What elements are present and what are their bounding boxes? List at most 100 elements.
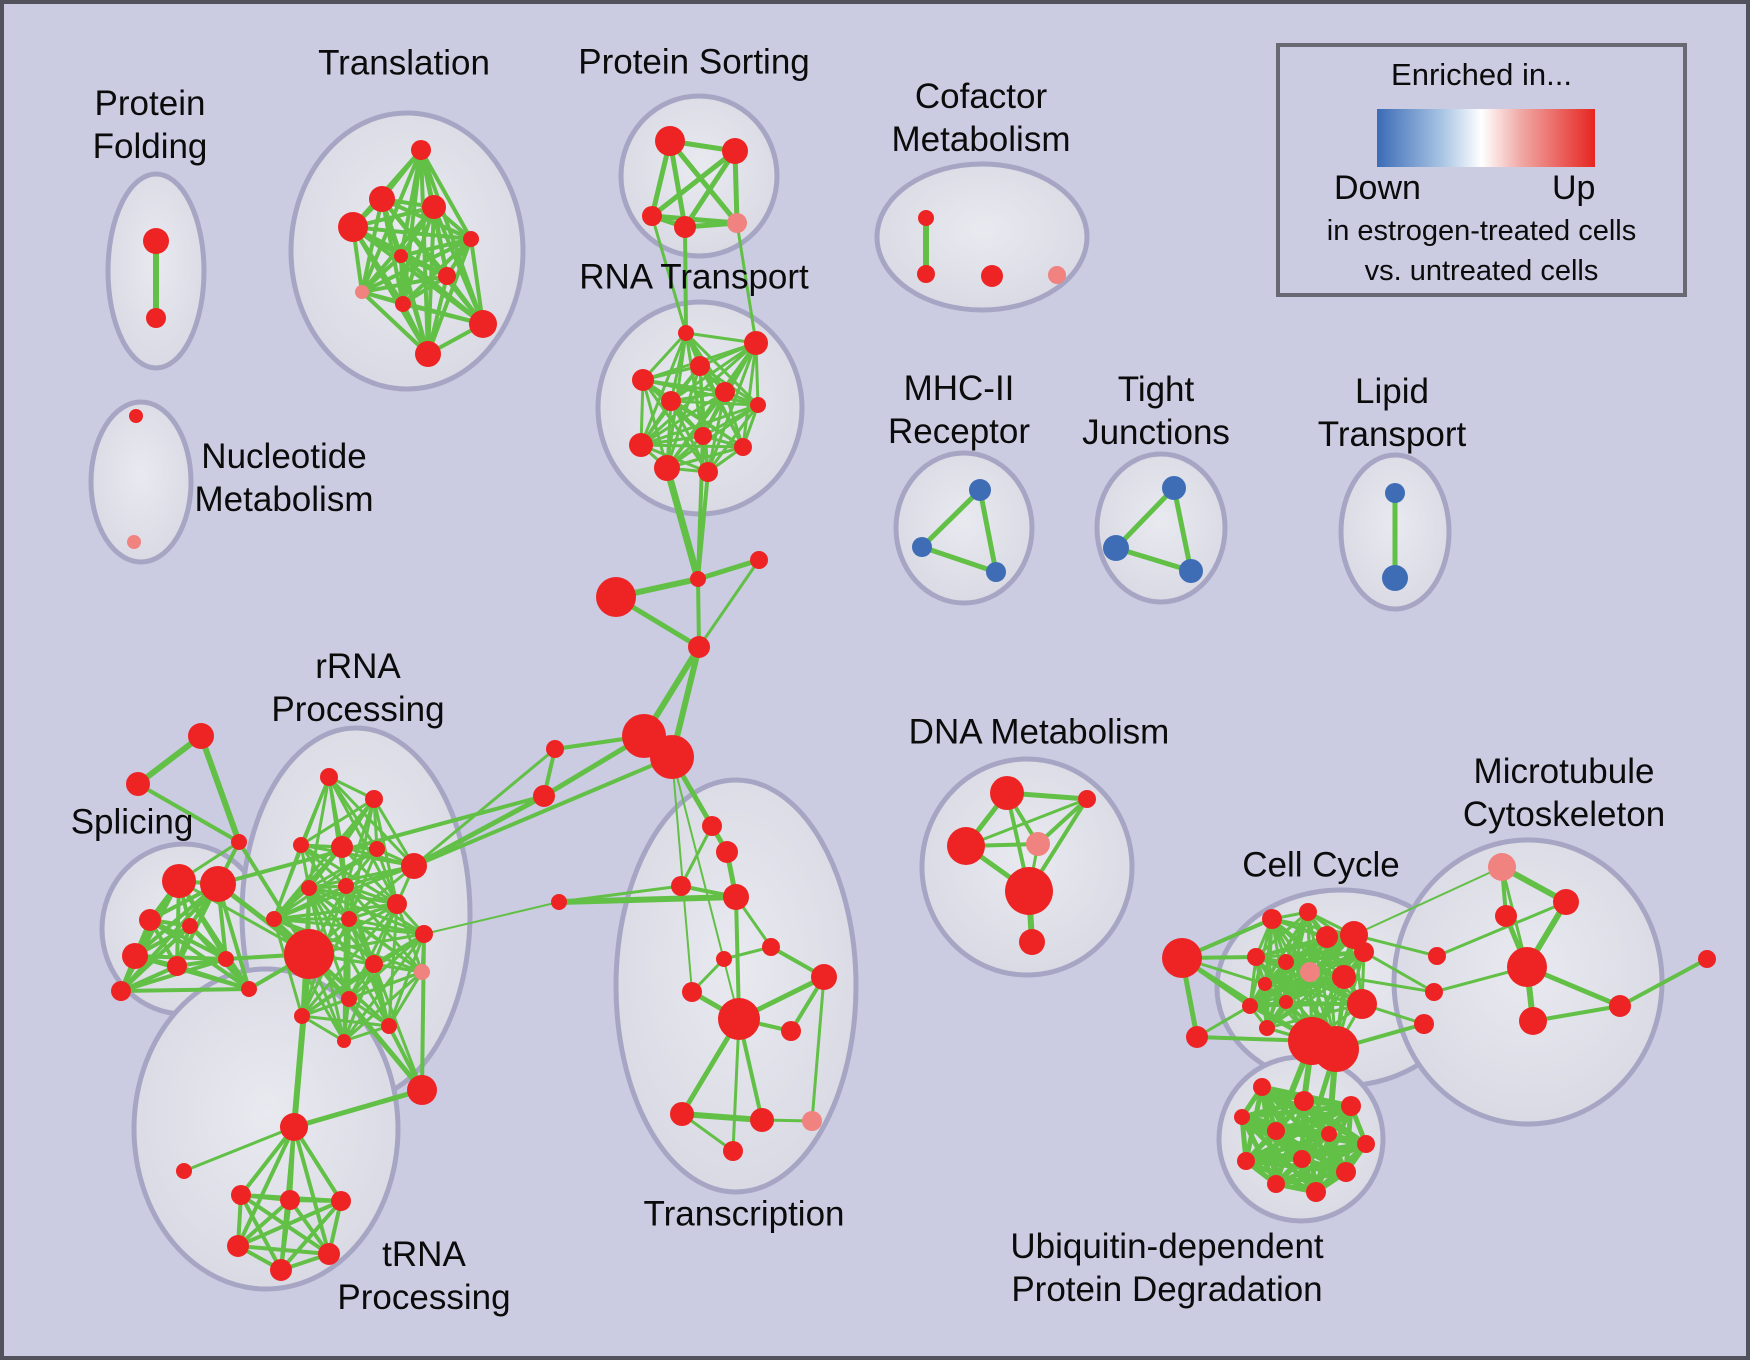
gene-set-node-103[interactable] xyxy=(670,1102,694,1126)
gene-set-node-37[interactable] xyxy=(912,537,932,557)
gene-set-node-59[interactable] xyxy=(122,943,148,969)
gene-set-node-75[interactable] xyxy=(415,925,433,943)
gene-set-node-92[interactable] xyxy=(702,816,722,836)
gene-set-node-80[interactable] xyxy=(294,1008,310,1024)
gene-set-node-58[interactable] xyxy=(182,918,198,934)
gene-set-node-55[interactable] xyxy=(162,864,196,898)
gene-set-node-63[interactable] xyxy=(241,981,257,997)
gene-set-node-49[interactable] xyxy=(650,735,694,779)
gene-set-node-3[interactable] xyxy=(369,186,395,212)
gene-set-node-96[interactable] xyxy=(551,894,567,910)
gene-set-node-33[interactable] xyxy=(734,438,752,456)
gene-set-node-84[interactable] xyxy=(280,1113,308,1141)
gene-set-node-112[interactable] xyxy=(1019,929,1045,955)
gene-set-node-134[interactable] xyxy=(1507,947,1547,987)
gene-set-node-141[interactable] xyxy=(1253,1078,1271,1096)
gene-set-node-2[interactable] xyxy=(411,140,431,160)
gene-set-node-125[interactable] xyxy=(1340,921,1368,949)
gene-set-node-52[interactable] xyxy=(188,723,214,749)
gene-set-node-104[interactable] xyxy=(750,1108,774,1132)
gene-set-node-115[interactable] xyxy=(1262,909,1282,929)
gene-set-node-27[interactable] xyxy=(715,382,735,402)
gene-set-node-127[interactable] xyxy=(1332,965,1356,989)
gene-set-node-19[interactable] xyxy=(917,265,935,283)
gene-set-node-108[interactable] xyxy=(1078,790,1096,808)
gene-set-node-109[interactable] xyxy=(947,827,985,865)
gene-set-node-142[interactable] xyxy=(1294,1091,1314,1111)
gene-set-node-35[interactable] xyxy=(127,535,141,549)
gene-set-node-1[interactable] xyxy=(146,308,166,328)
gene-set-node-57[interactable] xyxy=(139,909,161,931)
gene-set-node-144[interactable] xyxy=(1234,1109,1250,1125)
gene-set-node-15[interactable] xyxy=(642,206,662,226)
gene-set-node-36[interactable] xyxy=(969,479,991,501)
gene-set-node-31[interactable] xyxy=(654,455,680,481)
gene-set-node-5[interactable] xyxy=(338,212,368,242)
gene-set-node-151[interactable] xyxy=(1267,1175,1285,1193)
gene-set-node-140[interactable] xyxy=(1698,950,1716,968)
gene-set-node-121[interactable] xyxy=(1242,998,1258,1014)
gene-set-node-23[interactable] xyxy=(744,331,768,355)
gene-set-node-123[interactable] xyxy=(1259,1020,1275,1036)
gene-set-node-41[interactable] xyxy=(1179,559,1203,583)
gene-set-node-105[interactable] xyxy=(802,1111,822,1131)
gene-set-node-28[interactable] xyxy=(750,397,766,413)
gene-set-node-152[interactable] xyxy=(1306,1182,1326,1202)
gene-set-node-88[interactable] xyxy=(331,1191,351,1211)
gene-set-node-133[interactable] xyxy=(1495,905,1517,927)
gene-set-node-82[interactable] xyxy=(337,1034,351,1048)
gene-set-node-69[interactable] xyxy=(401,853,427,879)
gene-set-node-124[interactable] xyxy=(1316,926,1338,948)
gene-set-node-14[interactable] xyxy=(722,138,748,164)
gene-set-node-40[interactable] xyxy=(1103,535,1129,561)
gene-set-node-68[interactable] xyxy=(369,841,385,857)
gene-set-node-46[interactable] xyxy=(750,551,768,569)
gene-set-node-93[interactable] xyxy=(716,841,738,863)
gene-set-node-18[interactable] xyxy=(918,210,934,226)
gene-set-node-135[interactable] xyxy=(1519,1007,1547,1035)
gene-set-node-70[interactable] xyxy=(301,880,317,896)
gene-set-node-32[interactable] xyxy=(698,462,718,482)
gene-set-node-89[interactable] xyxy=(227,1235,249,1257)
gene-set-node-6[interactable] xyxy=(463,231,479,247)
gene-set-node-26[interactable] xyxy=(661,391,681,411)
gene-set-node-119[interactable] xyxy=(1300,962,1320,982)
gene-set-node-30[interactable] xyxy=(629,433,653,457)
gene-set-node-150[interactable] xyxy=(1336,1162,1356,1182)
gene-set-node-51[interactable] xyxy=(533,785,555,807)
gene-set-node-9[interactable] xyxy=(355,285,369,299)
gene-set-node-77[interactable] xyxy=(365,955,383,973)
gene-set-node-20[interactable] xyxy=(981,265,1003,287)
gene-set-node-120[interactable] xyxy=(1258,977,1272,991)
gene-set-node-72[interactable] xyxy=(266,911,282,927)
gene-set-node-17[interactable] xyxy=(727,213,747,233)
gene-set-node-8[interactable] xyxy=(438,267,456,285)
gene-set-node-106[interactable] xyxy=(723,1141,743,1161)
gene-set-node-10[interactable] xyxy=(395,296,411,312)
gene-set-node-60[interactable] xyxy=(167,956,187,976)
gene-set-node-98[interactable] xyxy=(716,951,732,967)
gene-set-node-102[interactable] xyxy=(781,1021,801,1041)
gene-set-node-117[interactable] xyxy=(1247,948,1265,966)
gene-set-node-62[interactable] xyxy=(218,951,234,967)
gene-set-node-149[interactable] xyxy=(1293,1150,1311,1168)
gene-set-node-139[interactable] xyxy=(1414,1014,1434,1034)
gene-set-node-25[interactable] xyxy=(632,369,654,391)
gene-set-node-111[interactable] xyxy=(1005,867,1053,915)
gene-set-node-65[interactable] xyxy=(365,790,383,808)
gene-set-node-148[interactable] xyxy=(1237,1152,1255,1170)
gene-set-node-11[interactable] xyxy=(469,310,497,338)
gene-set-node-99[interactable] xyxy=(682,982,702,1002)
gene-set-node-147[interactable] xyxy=(1357,1135,1375,1153)
gene-set-node-50[interactable] xyxy=(546,740,564,758)
gene-set-node-118[interactable] xyxy=(1278,954,1294,970)
gene-set-node-76[interactable] xyxy=(284,929,334,979)
gene-set-node-54[interactable] xyxy=(231,834,247,850)
gene-set-node-91[interactable] xyxy=(270,1259,292,1281)
gene-set-node-138[interactable] xyxy=(1425,983,1443,1001)
gene-set-node-74[interactable] xyxy=(387,894,407,914)
gene-set-node-78[interactable] xyxy=(414,964,430,980)
gene-set-node-122[interactable] xyxy=(1279,995,1293,1009)
gene-set-node-131[interactable] xyxy=(1488,853,1516,881)
gene-set-node-66[interactable] xyxy=(293,837,309,853)
